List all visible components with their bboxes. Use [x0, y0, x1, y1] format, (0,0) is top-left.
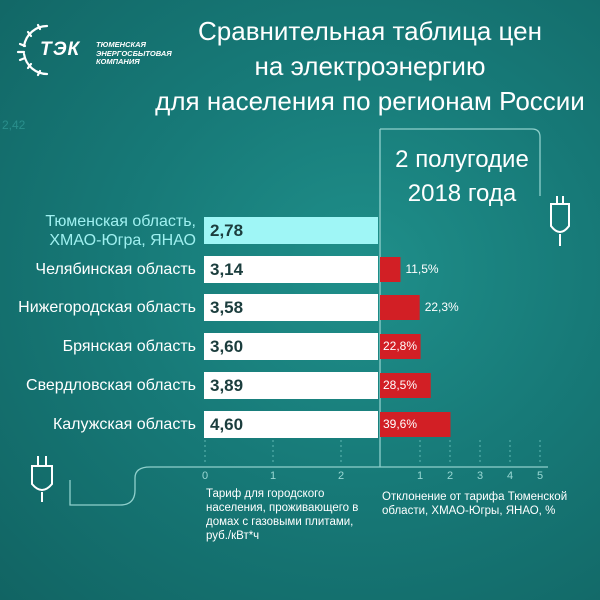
- deviation-bar: [380, 412, 451, 437]
- region-label: Челябинская область: [35, 260, 196, 279]
- tariff-value-bar: 2,78: [204, 217, 378, 244]
- tariff-value-bar: 3,14: [204, 256, 378, 283]
- region-label-line: Тюменская область,: [45, 212, 196, 230]
- faint-background-number: 2,42: [2, 118, 26, 132]
- left-axis-tick-label: 2: [338, 470, 344, 482]
- deviation-label: 22,8%: [383, 339, 418, 353]
- company-logo: ТЭК ТЮМЕНСКАЯ ЭНЕРГОСБЫТОВАЯ КОМПАНИЯ: [16, 22, 196, 82]
- tariff-value-bar: 3,58: [204, 294, 378, 321]
- region-label: Свердловская область: [26, 376, 196, 395]
- region-label-line: Брянская область: [62, 338, 196, 355]
- title-line-1: Сравнительная таблица цен: [198, 16, 542, 46]
- title-line-2: на электроэнергию: [254, 51, 486, 81]
- right-axis-tick-label: 5: [537, 470, 543, 482]
- right-axis-title: Отклонение от тарифа Тюменской области, …: [382, 491, 568, 517]
- deviation-label: 28,5%: [383, 378, 418, 392]
- right-axis-tick-label: 4: [507, 470, 513, 482]
- region-label-line: Нижегородская область: [18, 299, 196, 316]
- title-line-3: для населения по регионам России: [155, 86, 585, 116]
- left-axis-tick-label: 1: [270, 470, 276, 482]
- period-line-2: 2018 года: [407, 180, 517, 207]
- region-label: Калужская область: [53, 415, 196, 434]
- page-title: Сравнительная таблица цен на электроэнер…: [150, 14, 590, 119]
- left-axis-title: Тариф для городского населения, проживаю…: [206, 488, 359, 542]
- deviation-bar: [380, 334, 421, 359]
- region-label-line: ХМАО-Югра, ЯНАО: [49, 231, 196, 249]
- logo-company-name: ТЮМЕНСКАЯ ЭНЕРГОСБЫТОВАЯ КОМПАНИЯ: [96, 40, 172, 66]
- deviation-bar: [380, 295, 420, 320]
- deviation-label: 39,6%: [383, 417, 418, 431]
- axis-baseline: [69, 466, 548, 506]
- region-label-line: Челябинская область: [35, 261, 196, 278]
- tariff-value-bar: 4,60: [204, 411, 378, 438]
- logo-sun-icon: [16, 23, 49, 77]
- period-line-1: 2 полугодие: [395, 146, 529, 173]
- region-label: Брянская область: [63, 337, 196, 356]
- deviation-bar: [380, 257, 401, 282]
- region-label: Нижегородская область: [18, 298, 196, 317]
- logo-abbreviation: ТЭК: [40, 39, 81, 60]
- deviation-label: 22,3%: [424, 300, 459, 314]
- deviation-label: 11,5%: [405, 262, 439, 276]
- right-axis-tick-label: 3: [477, 470, 483, 482]
- region-label-line: Калужская область: [52, 416, 196, 433]
- tariff-value-bar: 3,60: [204, 333, 378, 360]
- plug-icon-right: [550, 196, 570, 246]
- region-label-line: Свердловская область: [26, 377, 196, 394]
- plug-icon-left: [31, 456, 53, 502]
- right-axis-tick-label: 1: [417, 470, 423, 482]
- period-caption: 2 полугодие 2018 года: [382, 143, 542, 211]
- tariff-value-bar: 3,89: [204, 372, 378, 399]
- right-axis-tick-label: 2: [447, 470, 453, 482]
- region-label: Тюменская область, ХМАО-Югра, ЯНАО: [45, 212, 196, 250]
- deviation-bar: [380, 373, 431, 398]
- left-axis-tick-label: 0: [202, 470, 208, 482]
